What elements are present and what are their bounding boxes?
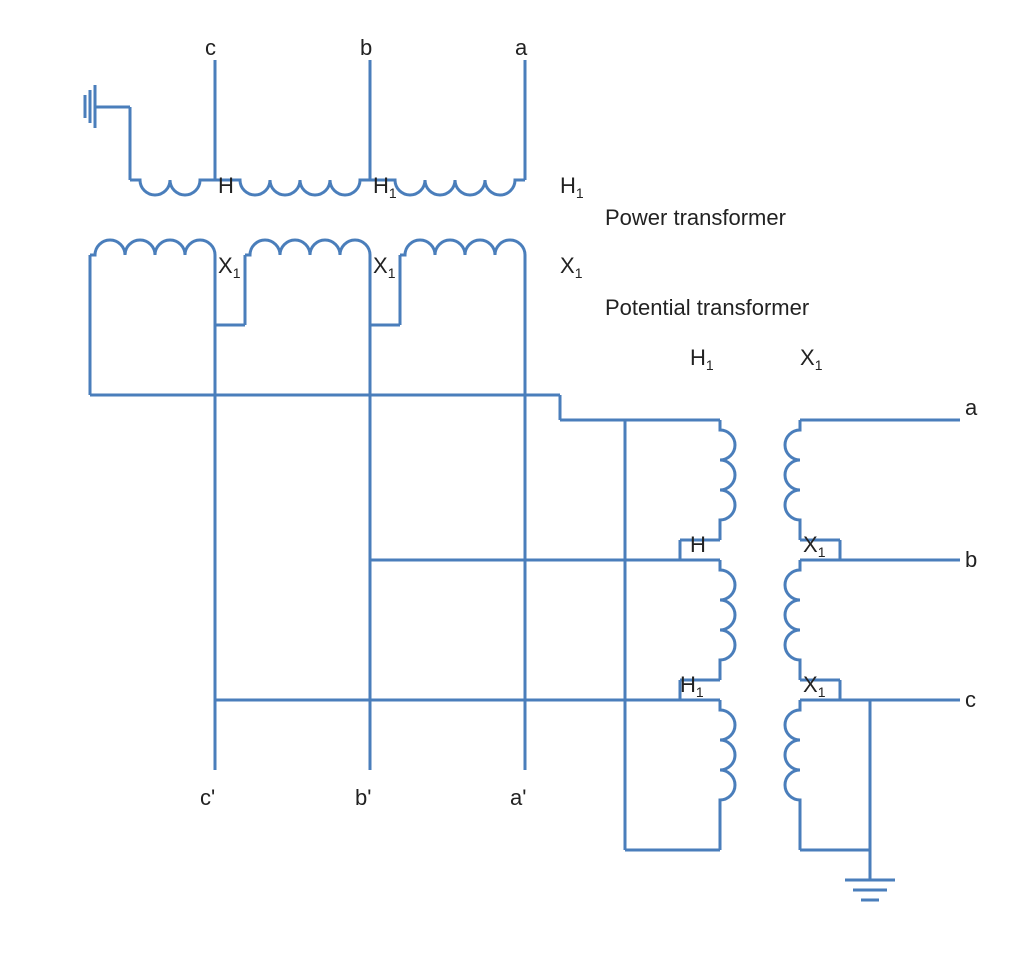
pt-x1-label-2: X1 (803, 672, 826, 700)
label-c-right: c (965, 687, 976, 712)
pt-h1-label-mid: H1 (680, 672, 704, 700)
label-c-bot: c' (200, 785, 215, 810)
label-H: H (218, 173, 234, 198)
pt-h-coil-c (720, 700, 735, 820)
ground-left (85, 85, 130, 128)
h-coil-1 (130, 180, 215, 195)
pt-x1-label-1: X1 (803, 532, 826, 560)
label-b-right: b (965, 547, 977, 572)
h-coil-2 (215, 180, 370, 195)
label-H1-a: H1 (560, 173, 584, 201)
label-a-top: a (515, 35, 528, 60)
pt-col-X1: X1 (800, 345, 823, 373)
ground-right (845, 880, 895, 900)
x-coil-2 (245, 240, 370, 255)
pt-x-coil-a (785, 420, 800, 540)
label-a-right: a (965, 395, 978, 420)
x-coil-1 (90, 240, 215, 255)
label-b-top: b (360, 35, 372, 60)
label-b-bot: b' (355, 785, 371, 810)
pt-h-coil-a (720, 420, 735, 540)
pt-col-H1: H1 (690, 345, 714, 373)
label-X1-a: X1 (560, 253, 583, 281)
transformer-schematic: c b a H H1 H1 Power transformer X1 X1 X1 (0, 0, 1024, 948)
label-c-top: c (205, 35, 216, 60)
pt-x-coil-b (785, 560, 800, 680)
x-coil-3 (400, 240, 525, 255)
pt-h-label-mid: H (690, 532, 706, 557)
label-X1-c: X1 (218, 253, 241, 281)
label-a-bot: a' (510, 785, 526, 810)
label-H1-b: H1 (373, 173, 397, 201)
label-X1-b: X1 (373, 253, 396, 281)
pt-x-coil-c (785, 700, 800, 820)
title-power: Power transformer (605, 205, 786, 230)
title-potential: Potential transformer (605, 295, 809, 320)
pt-h-coil-b (720, 560, 735, 680)
